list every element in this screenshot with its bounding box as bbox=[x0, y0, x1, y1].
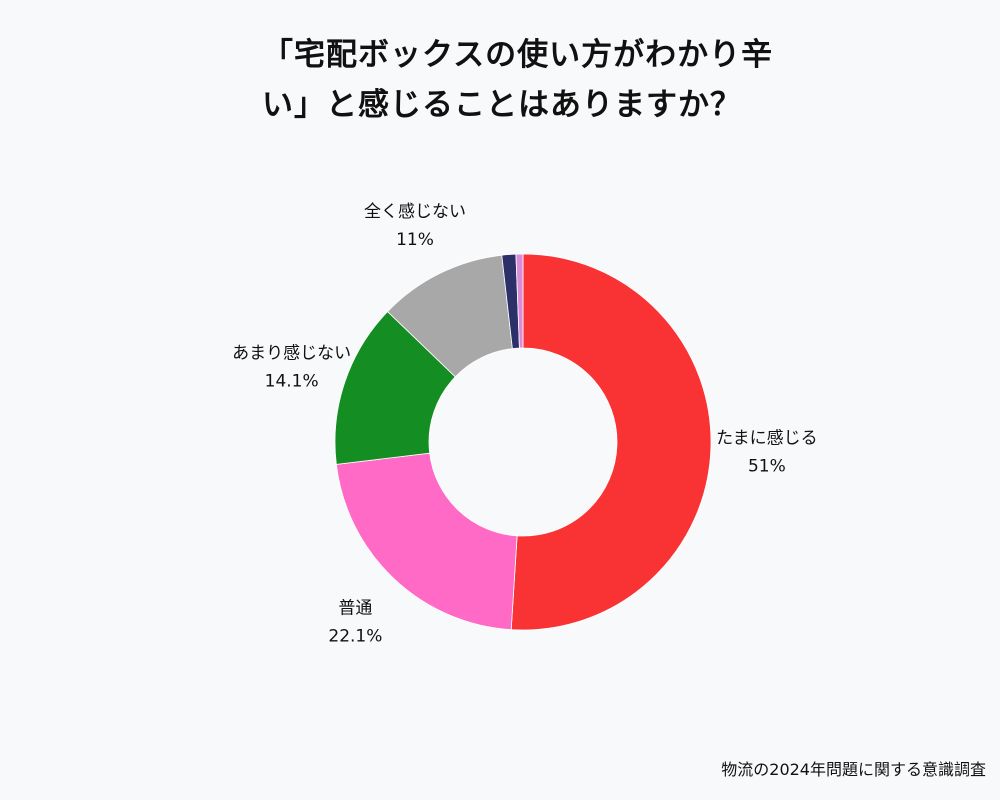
slice-value-全く感じない: 11% bbox=[396, 230, 434, 250]
slice-2 bbox=[335, 452, 518, 631]
chart-title: 「宅配ボックスの使い方がわかり辛い」と感じることはありますか？ bbox=[262, 37, 774, 123]
slice-label-全く感じない: 全く感じない bbox=[364, 202, 466, 222]
slice-1 bbox=[510, 253, 712, 631]
label-group: たまに感じる 51% 普通 22.1% あまり感じない 14.1% 全く感じない 11% bbox=[232, 202, 817, 646]
slice-group bbox=[334, 253, 712, 631]
slice-value-たまに感じる: 51% bbox=[748, 457, 786, 477]
slice-label-あまり感じない: あまり感じない bbox=[232, 343, 351, 363]
slice-label-たまに感じる: たまに感じる bbox=[716, 429, 818, 449]
source-note: 物流の2024年問題に関する意識調査 bbox=[721, 760, 986, 779]
slice-label-普通: 普通 bbox=[338, 598, 372, 618]
slice-value-あまり感じない: 14.1% bbox=[265, 371, 319, 391]
slice-value-普通: 22.1% bbox=[328, 626, 382, 646]
slice-6 bbox=[515, 253, 524, 349]
